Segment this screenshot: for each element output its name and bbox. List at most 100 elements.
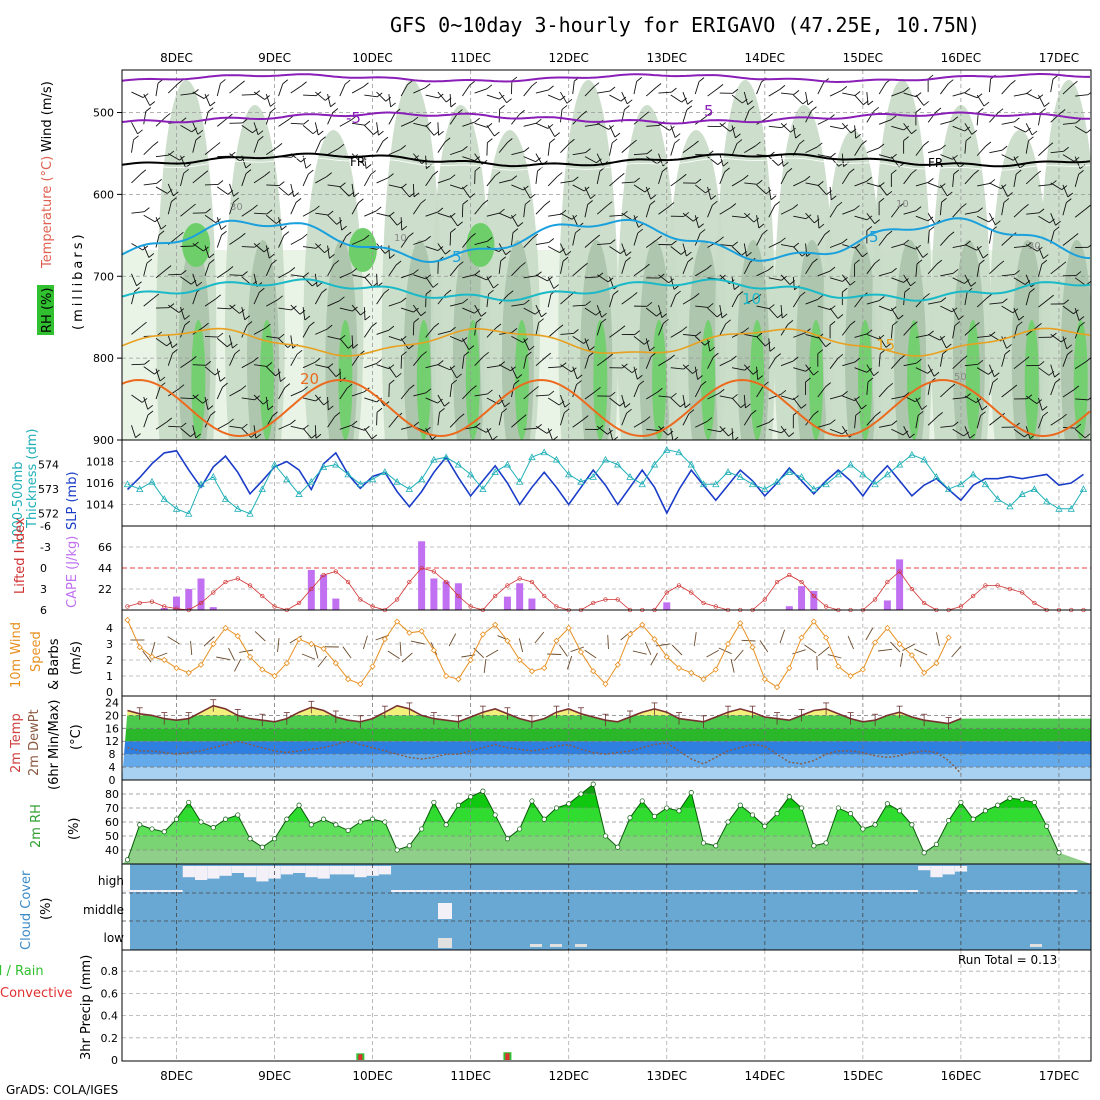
wind-barb-flag (424, 83, 431, 89)
wind-barb (756, 184, 767, 195)
wind-barb-flag (462, 199, 469, 205)
wind-barb (682, 243, 687, 257)
wind-barb-flag (922, 253, 929, 258)
wind-barb-flag (964, 279, 970, 284)
surface-barb (534, 631, 545, 644)
thickness-marker (234, 504, 242, 512)
wind-barb-flag (153, 293, 160, 299)
contour-label-fr1: FR (350, 155, 365, 169)
wind-barb (180, 207, 191, 217)
wind-barb (400, 236, 409, 248)
wind-barb (449, 265, 459, 277)
cloud-bar-high (378, 866, 392, 875)
wind-barb (486, 294, 489, 308)
wind-marker (859, 666, 866, 673)
wind-barb-flag (450, 228, 456, 233)
rh-marker (198, 819, 204, 825)
wind-barb-flag (576, 380, 582, 385)
wind-barb (351, 202, 359, 215)
wind-barb (842, 92, 856, 96)
cloud-bar-high-trace (771, 890, 784, 892)
wind-barb-flag (698, 77, 705, 82)
wind-barb-flag (165, 265, 172, 270)
wind-barb (988, 79, 991, 93)
wind-barb-flag (474, 156, 481, 162)
cape-bar (442, 581, 450, 610)
wind-barb-flag (376, 407, 383, 413)
wind-barb-flag (190, 356, 197, 361)
precip-tick: 0.2 (101, 1032, 119, 1045)
wind-barb-flag (606, 201, 613, 207)
wind-barb (241, 325, 248, 338)
wind-barb-flag (271, 259, 277, 265)
wind-barb (339, 424, 353, 430)
wind-barb (866, 263, 876, 275)
wind-barb (523, 275, 537, 279)
cloud-bar-high-trace (489, 890, 502, 892)
lifted-marker (529, 579, 535, 585)
wind-barb (535, 304, 542, 318)
wind-barb-flag (462, 146, 468, 151)
thickness-marker (332, 460, 340, 468)
wind-barb-flag (874, 259, 880, 264)
wind-barb (559, 109, 563, 123)
surface-barb (865, 627, 874, 641)
wind-barb (302, 397, 316, 402)
wind-barb-flag (233, 197, 240, 203)
wind-barb-flag (841, 429, 848, 435)
wind-barb-flag (144, 359, 150, 365)
wind-barb (891, 90, 904, 97)
precip-bar-convective (358, 1054, 363, 1060)
wind-barb-flag (270, 107, 276, 113)
cape-bar (798, 586, 806, 610)
wind-barb (155, 217, 162, 230)
thickness-markers (123, 445, 1088, 517)
wind-barb (363, 428, 373, 440)
wind-barb (474, 203, 484, 215)
wind-barb-flag (800, 404, 807, 409)
wind-barb (560, 142, 570, 153)
wind-barb (645, 186, 652, 200)
wind-barb (842, 209, 855, 215)
lifted-marker (211, 590, 216, 595)
wind-barb (560, 412, 565, 426)
wind-barb-flag (461, 337, 468, 342)
wind-barb-flag (203, 322, 209, 328)
wind-barb-flag (780, 389, 787, 395)
wind-barb-flag (1018, 315, 1025, 321)
wind-barb-flag (338, 143, 345, 149)
surface-barb (936, 632, 940, 647)
wind-barb-flag (866, 367, 873, 373)
wind-barb (547, 328, 559, 338)
wind-barb-flag (183, 168, 189, 174)
wind-marker (345, 676, 352, 683)
wind-barb (878, 119, 892, 125)
wind-barb (805, 243, 808, 257)
wind-barb (327, 416, 336, 428)
wind-barb (584, 238, 596, 248)
wind-barb-flag (825, 382, 831, 387)
contour-label-c10: 10 (742, 290, 761, 308)
wind-barb-flag (693, 293, 700, 298)
wind-barb (314, 292, 323, 305)
rh-marker (492, 812, 498, 818)
wind-barb (1074, 307, 1080, 321)
wind-barb (425, 211, 439, 217)
wind-barb-flag (146, 258, 153, 264)
wind-barb (437, 243, 446, 255)
wind-barb-flag (376, 359, 382, 364)
wind-barb-flag (561, 105, 568, 110)
cloud-bar-high-trace (525, 890, 539, 892)
surface-barb (644, 641, 652, 655)
lifted-marker (247, 583, 253, 588)
wind-barb-flag (643, 111, 650, 117)
thickness-marker (123, 480, 132, 488)
wind-barb (462, 237, 471, 248)
wind-barb-flag (674, 133, 681, 138)
wind-barb-flag (830, 195, 837, 201)
rh-blob-dark (416, 320, 431, 440)
thickness-marker (785, 468, 793, 475)
wind-barb-flag (977, 207, 983, 213)
wind-barb (1038, 246, 1044, 259)
wind-barb (1025, 92, 1039, 100)
